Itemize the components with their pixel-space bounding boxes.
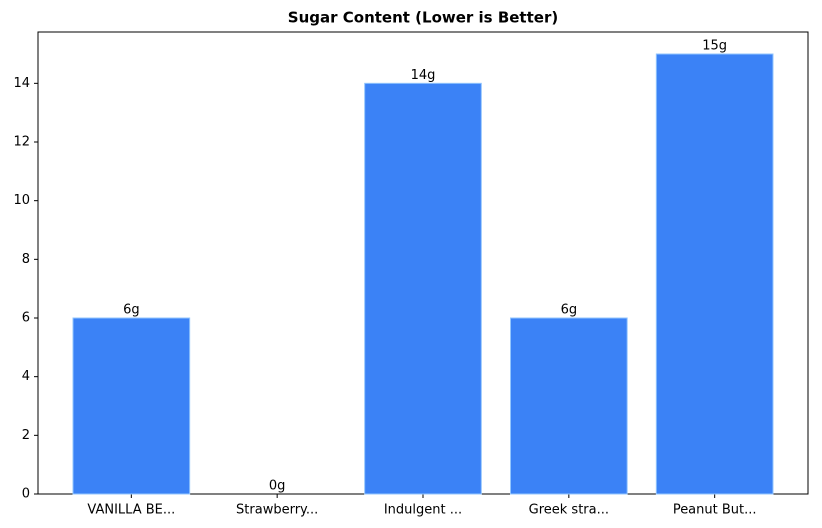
value-label: 14g	[411, 68, 436, 83]
chart-title: Sugar Content (Lower is Better)	[288, 9, 558, 27]
value-label: 6g	[123, 303, 140, 318]
y-tick-label: 6	[22, 311, 30, 326]
y-tick-label: 2	[22, 428, 30, 443]
bar	[364, 82, 482, 495]
value-label: 15g	[702, 39, 727, 54]
x-tick-label: Peanut But...	[673, 503, 757, 518]
value-label: 0g	[269, 479, 286, 494]
x-tick-label: VANILLA BE...	[87, 503, 175, 518]
x-tick-label: Indulgent ...	[384, 503, 462, 518]
x-tick-label: Strawberry...	[236, 503, 318, 518]
y-tick-label: 8	[22, 252, 30, 267]
bar	[72, 317, 191, 495]
y-tick-label: 4	[22, 369, 30, 384]
x-tick-label: Greek stra...	[529, 503, 609, 518]
bar	[655, 53, 774, 495]
bar	[510, 317, 628, 495]
y-tick-label: 14	[13, 76, 30, 91]
y-tick-label: 0	[22, 487, 30, 502]
y-tick-label: 10	[13, 193, 30, 208]
y-tick-label: 12	[13, 135, 30, 150]
value-label: 6g	[561, 303, 578, 318]
